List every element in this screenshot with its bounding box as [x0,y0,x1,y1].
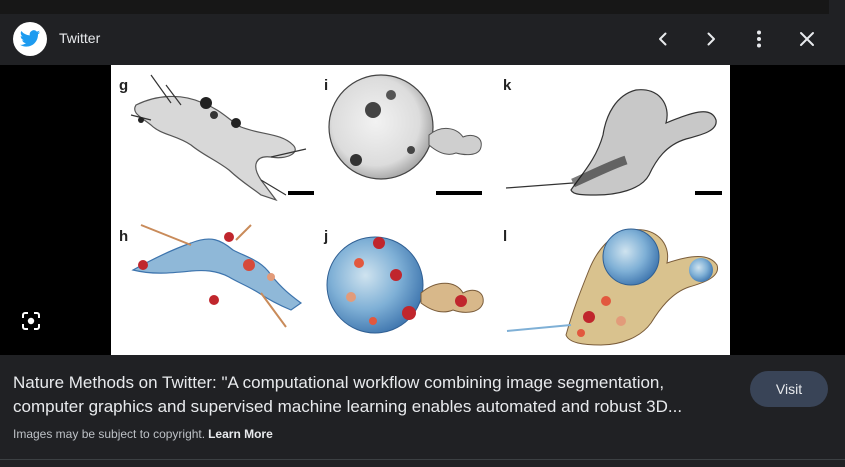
result-info: Nature Methods on Twitter: "A computatio… [0,355,845,459]
google-lens-icon [22,312,40,330]
more-vertical-icon [757,30,761,48]
copyright-text: Images may be subject to copyright. [13,427,206,441]
panel-h-rendering [131,224,303,328]
cell-figure-image: g i k h j l [119,74,722,346]
bottom-divider [0,459,845,460]
panel-g-micrograph [130,74,314,202]
viewer-header: Twitter [0,14,845,65]
image-stage: g i k h j l [0,65,845,355]
visit-button[interactable]: Visit [750,371,828,407]
twitter-logo-icon[interactable] [13,22,47,56]
panel-label-l: l [503,228,507,245]
panel-j-rendering [326,236,484,334]
copyright-notice: Images may be subject to copyright. Learn… [13,427,273,441]
source-name[interactable]: Twitter [59,30,101,46]
top-strip-notch [829,0,845,14]
twitter-bird-icon [19,30,41,47]
next-button[interactable] [696,24,726,54]
panel-i-micrograph [328,74,482,195]
close-button[interactable] [792,24,822,54]
chevron-right-icon [707,32,715,46]
close-icon [800,32,814,46]
result-title[interactable]: Nature Methods on Twitter: "A computatio… [13,371,738,419]
chevron-left-icon [659,32,667,46]
panel-label-h: h [119,228,128,245]
panel-l-rendering [506,228,719,346]
panel-label-i: i [324,77,328,94]
lens-button[interactable] [20,310,42,332]
preview-image[interactable]: g i k h j l [111,65,730,355]
learn-more-link[interactable]: Learn More [208,427,273,441]
top-strip [0,0,845,14]
panel-label-k: k [503,77,512,94]
panel-label-g: g [119,77,128,94]
more-options-button[interactable] [744,24,774,54]
panel-label-j: j [323,228,328,245]
result-title-line-1: Nature Methods on Twitter: "A computatio… [13,373,665,392]
previous-button[interactable] [648,24,678,54]
panel-k-micrograph [505,89,722,196]
result-title-line-2: computer graphics and supervised machine… [13,397,683,416]
